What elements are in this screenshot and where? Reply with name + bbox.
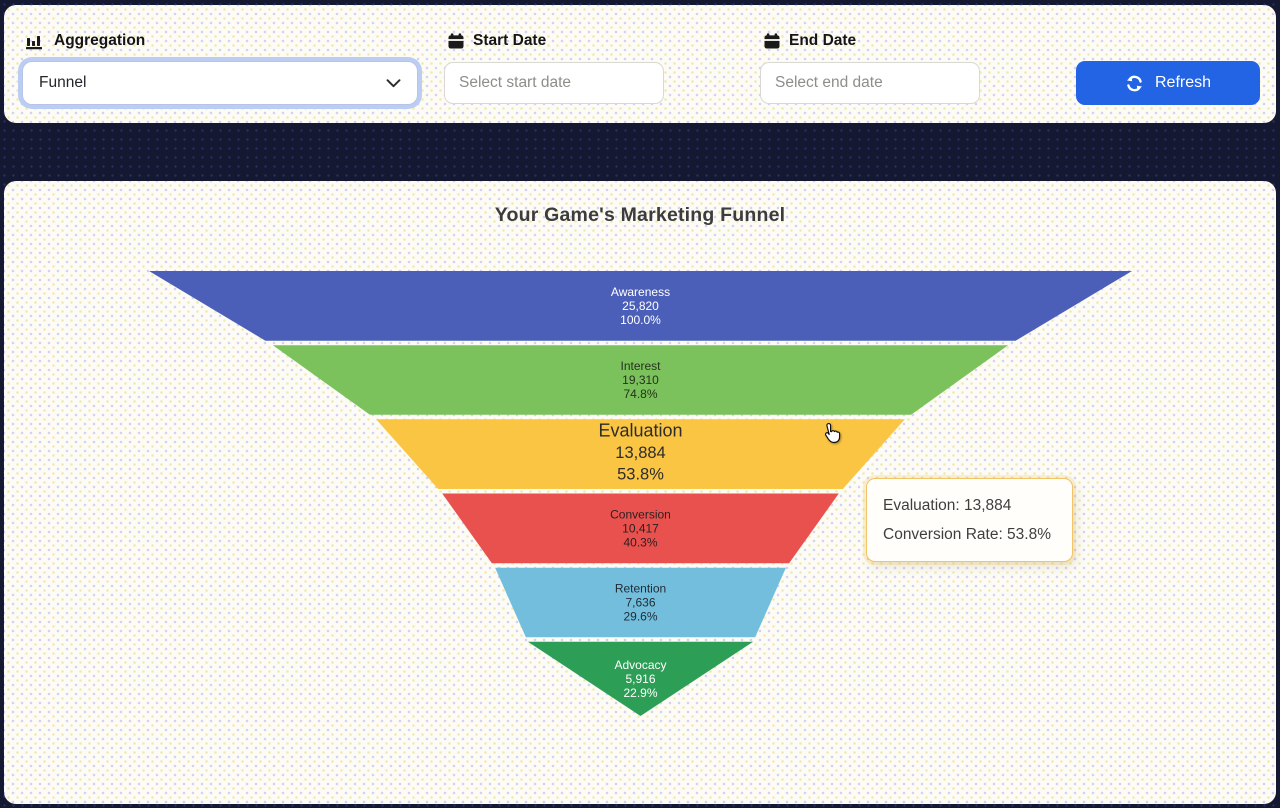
filters-toolbar: Aggregation Funnel Start Date <box>4 5 1276 123</box>
aggregation-selected-value: Funnel <box>39 74 87 91</box>
end-date-input[interactable] <box>760 62 980 104</box>
bar-chart-icon <box>26 35 42 49</box>
start-date-label-row: Start Date <box>448 32 546 50</box>
end-date-label: End Date <box>789 32 857 49</box>
refresh-button-label: Refresh <box>1154 74 1212 91</box>
aggregation-select[interactable]: Funnel <box>22 61 418 105</box>
aggregation-label: Aggregation <box>54 32 146 49</box>
chart-card: Your Game's Marketing Funnel <box>4 181 1276 804</box>
chart-title: Your Game's Marketing Funnel <box>494 204 786 226</box>
start-date-label: Start Date <box>473 32 547 49</box>
refresh-button[interactable]: Refresh <box>1076 61 1260 105</box>
end-date-label-row: End Date <box>764 32 856 50</box>
chevron-down-icon <box>386 78 401 87</box>
refresh-icon <box>1126 75 1142 91</box>
tooltip-line-2: Conversion Rate: 53.8% <box>883 526 1052 543</box>
chart-tooltip: Evaluation: 13,884 Conversion Rate: 53.8… <box>866 478 1073 562</box>
calendar-icon <box>448 33 464 49</box>
aggregation-label-row: Aggregation <box>26 32 145 50</box>
start-date-input[interactable] <box>444 62 664 104</box>
calendar-icon <box>764 33 780 49</box>
tooltip-line-1: Evaluation: 13,884 <box>883 497 1012 514</box>
